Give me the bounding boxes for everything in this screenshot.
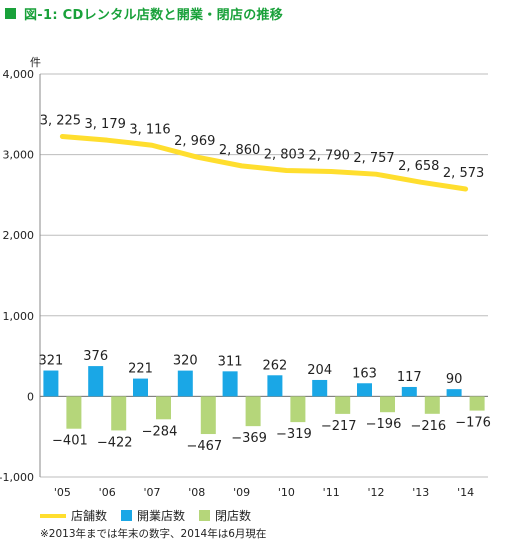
bar-closings (380, 396, 395, 413)
bar-openings (401, 386, 417, 397)
chart-area: 件 4,000 3,000 2,000 1,000 0 -1,000 '05 '06 '07 '08… (0, 56, 491, 499)
data-label-closings: −401 (52, 434, 88, 449)
x-tick-label: '07 (143, 486, 160, 499)
bar-closings (111, 396, 127, 431)
legend-label-closings: 閉店数 (215, 509, 252, 523)
bar-openings (133, 378, 148, 397)
bar-closings (200, 396, 216, 435)
bar-closings (424, 396, 440, 414)
x-tick-label: '09 (233, 486, 250, 499)
legend: 店舗数 開業店数 閉店数 (40, 507, 265, 524)
y-axis-unit-label: 件 (30, 56, 41, 69)
bar-closings (66, 396, 82, 429)
bar-openings (446, 389, 462, 397)
data-label-stores: 2, 790 (309, 149, 350, 164)
x-tick-label: '10 (278, 486, 295, 499)
legend-swatch-closings (199, 510, 211, 521)
data-label-openings: 204 (307, 363, 332, 378)
data-label-openings: 117 (397, 370, 422, 385)
legend-swatch-openings (121, 510, 133, 521)
data-label-closings: −216 (410, 419, 446, 434)
bar-closings (335, 396, 351, 414)
data-label-stores: 3, 116 (129, 122, 170, 137)
data-label-openings: 163 (352, 366, 377, 381)
data-label-closings: −217 (321, 419, 357, 434)
data-label-stores: 2, 573 (443, 166, 484, 181)
title-square-icon (5, 7, 16, 19)
data-label-stores: 2, 658 (398, 159, 439, 174)
data-label-openings: 90 (446, 372, 463, 387)
bar-openings (88, 366, 104, 397)
chart-title: 図-1: CDレンタル店数と開業・閉店の推移 (24, 7, 284, 23)
bar-openings (357, 383, 372, 397)
bar-closings (469, 396, 485, 411)
data-label-stores: 3, 225 (40, 113, 81, 128)
x-tick-label: '14 (457, 486, 474, 499)
footnote: ※2013年までは年末の数字、2014年は6月現在 (40, 528, 267, 540)
data-label-openings: 311 (218, 354, 243, 369)
data-label-openings: 221 (128, 362, 153, 377)
x-tick-label: '06 (99, 486, 116, 499)
data-label-closings: −467 (186, 439, 222, 454)
y-tick-label: 0 (27, 390, 34, 403)
legend-item-stores: 店舗数 (40, 507, 107, 524)
legend-label-openings: 開業店数 (137, 509, 186, 523)
data-label-stores: 3, 179 (85, 117, 126, 132)
data-label-closings: −369 (231, 431, 267, 446)
x-tick-label: '08 (188, 486, 205, 499)
bar-openings (222, 371, 238, 397)
bar-closings (156, 396, 171, 420)
bar-openings (177, 370, 193, 397)
y-tick-label: 3,000 (3, 149, 35, 162)
data-label-stores: 2, 969 (174, 134, 215, 149)
legend-item-closings: 閉店数 (199, 507, 251, 524)
chart-svg: 件4,000 3,000 2,000 1,000 0 -1,000 '05 '06 '07 '08… (0, 56, 491, 499)
x-tick-label: '13 (412, 486, 429, 499)
x-tick-label: '05 (54, 486, 71, 499)
bar-openings (312, 379, 328, 397)
legend-label-stores: 店舗数 (71, 509, 108, 523)
data-label-stores: 2, 757 (353, 151, 394, 166)
data-label-closings: −284 (142, 424, 178, 439)
bar-closings (290, 396, 306, 423)
data-label-closings: −196 (366, 417, 402, 432)
chart-title-row: 図-1: CDレンタル店数と開業・閉店の推移 (5, 3, 283, 23)
y-tick-label: -1,000 (0, 471, 34, 484)
data-label-closings: −319 (276, 427, 312, 442)
data-label-openings: 320 (173, 354, 198, 369)
bar-openings (43, 370, 59, 397)
line-stores (59, 133, 469, 192)
data-label-openings: 321 (38, 354, 63, 369)
x-tick-label: '12 (367, 486, 384, 499)
legend-swatch-stores (40, 513, 66, 518)
bar-closings (245, 396, 261, 427)
data-label-closings: −422 (97, 435, 133, 450)
data-label-stores: 2, 803 (264, 147, 305, 162)
data-label-closings: −176 (455, 416, 491, 431)
bar-openings (267, 375, 283, 397)
data-label-stores: 2, 860 (219, 143, 260, 158)
data-label-openings: 376 (83, 349, 108, 364)
x-tick-label: '11 (323, 486, 340, 499)
data-label-openings: 262 (262, 358, 287, 373)
y-tick-label: 1,000 (3, 310, 35, 323)
y-tick-label: 4,000 (3, 68, 35, 81)
y-tick-label: 2,000 (3, 229, 35, 242)
legend-item-openings: 開業店数 (121, 507, 185, 524)
